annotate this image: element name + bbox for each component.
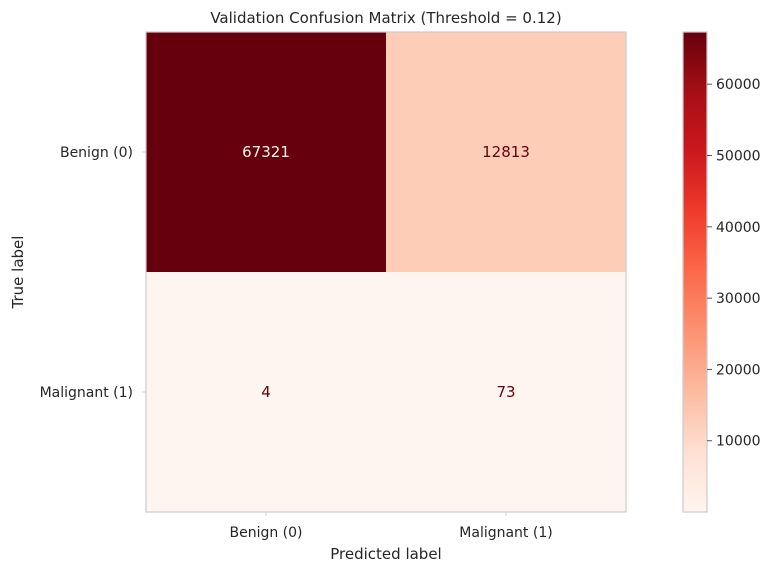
- heatmap-cell-labels: 67321 12813 4 73: [242, 143, 530, 401]
- colorbar-tick-label: 20000: [716, 362, 761, 378]
- colorbar-tick-label: 50000: [716, 149, 761, 165]
- x-axis-label: Predicted label: [330, 545, 441, 563]
- y-axis-ticks: Benign (0) Malignant (1): [40, 145, 146, 401]
- colorbar-tick-label: 40000: [716, 220, 761, 236]
- x-tick-label: Malignant (1): [459, 525, 552, 541]
- colorbar-frame: [682, 31, 708, 513]
- colorbar-tick-label: 30000: [716, 291, 761, 307]
- colorbar-gradient: [683, 32, 707, 512]
- heatmap-cell: [146, 32, 386, 272]
- chart-title: Validation Confusion Matrix (Threshold =…: [210, 9, 561, 27]
- y-tick-label: Benign (0): [60, 145, 133, 161]
- y-tick-label: Malignant (1): [40, 385, 133, 401]
- x-tick-label: Benign (0): [229, 525, 302, 541]
- colorbar-ticks: 10000 20000 30000 40000 50000 60000: [707, 77, 761, 450]
- colorbar: 10000 20000 30000 40000 50000 60000: [682, 31, 761, 513]
- heatmap-cells: [146, 32, 626, 512]
- colorbar-tick-label: 60000: [716, 77, 761, 93]
- heatmap-cell: [386, 32, 626, 272]
- x-axis-ticks: Benign (0) Malignant (1): [229, 512, 553, 541]
- y-axis-label: True label: [9, 236, 27, 310]
- cell-value-label: 73: [496, 383, 515, 401]
- plot-frame: [145, 31, 627, 513]
- cell-value-label: 4: [261, 383, 271, 401]
- heatmap-cell: [146, 272, 386, 512]
- cell-value-label: 67321: [242, 143, 290, 161]
- colorbar-tick-label: 10000: [716, 434, 761, 450]
- heatmap-cell: [386, 272, 626, 512]
- cell-value-label: 12813: [482, 143, 530, 161]
